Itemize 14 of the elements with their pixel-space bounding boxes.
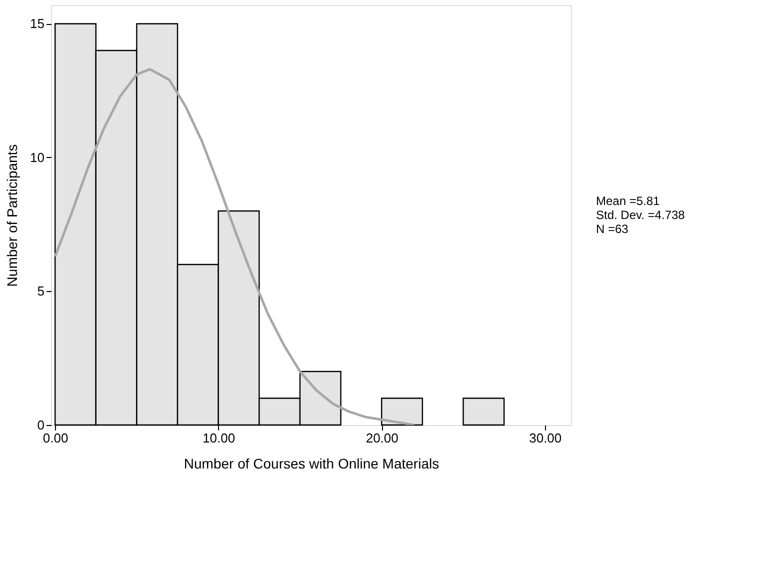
y-tick-label: 0 (37, 418, 44, 432)
x-tick-label: 20.00 (366, 430, 398, 446)
text: Std. Dev. =4.738 (596, 208, 686, 222)
y-tick-label: 5 (37, 284, 44, 299)
y-tick-label: 15 (30, 16, 44, 32)
y-tick-label: 10 (30, 150, 44, 165)
x-tick-label: 10.00 (202, 430, 236, 446)
x-tick-label: 30.00 (529, 430, 562, 446)
line-series (54, 68, 416, 425)
y-axis-title: Number of Participants (4, 144, 20, 287)
text: N =63 (596, 222, 629, 236)
x-tick-label: 0.00 (42, 430, 68, 446)
x-axis-title: Number of Courses with Online Materials (184, 456, 440, 472)
text: Mean =5.81 (596, 194, 660, 208)
